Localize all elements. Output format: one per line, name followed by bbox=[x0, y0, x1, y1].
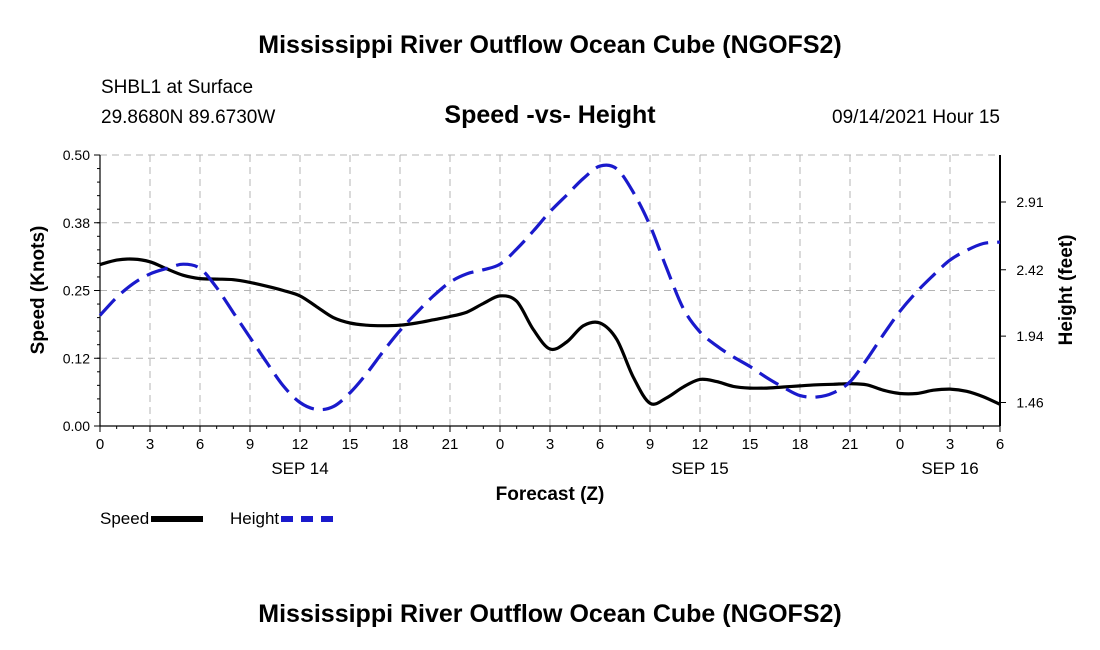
x-tick-label: 3 bbox=[146, 436, 154, 453]
x-tick-label: 15 bbox=[342, 436, 359, 453]
x-tick-label: 6 bbox=[196, 436, 204, 453]
x-tick-label: 0 bbox=[496, 436, 504, 453]
x-tick-label: 18 bbox=[792, 436, 809, 453]
x-tick-label: 21 bbox=[842, 436, 859, 453]
x-tick-label: 6 bbox=[596, 436, 604, 453]
legend-speed-swatch bbox=[151, 516, 204, 522]
forecast-datetime: 09/14/2021 Hour 15 bbox=[832, 107, 1000, 128]
axes bbox=[94, 154, 1006, 432]
y-axis-left-label: Speed (Knots) bbox=[28, 226, 49, 355]
x-tick-label: 3 bbox=[546, 436, 554, 453]
tick-labels: 0 3 6 9 12 15 18 21 0 3 6 9 12 15 18 21 0 3 6 SEP 14 SEP 15 S… bbox=[63, 147, 1044, 478]
y-right-tick-label: 1.46 bbox=[1016, 394, 1043, 410]
y-left-tick-label: 0.00 bbox=[63, 418, 90, 434]
x-tick-label: 21 bbox=[442, 436, 459, 453]
station-coordinates: 29.8680N 89.6730W bbox=[101, 107, 276, 128]
station-label: SHBL1 at Surface bbox=[101, 77, 254, 98]
x-tick-label: 12 bbox=[292, 436, 309, 453]
chart-title: Mississippi River Outflow Ocean Cube (NG… bbox=[258, 31, 842, 59]
day-label: SEP 16 bbox=[921, 459, 978, 478]
x-tick-label: 6 bbox=[996, 436, 1004, 453]
y-right-tick-label: 2.91 bbox=[1016, 194, 1043, 210]
x-axis-label: Forecast (Z) bbox=[496, 484, 605, 505]
x-tick-label: 3 bbox=[946, 436, 954, 453]
y-left-tick-label: 0.25 bbox=[63, 283, 90, 299]
legend-speed: Speed bbox=[100, 509, 204, 529]
y-left-tick-label: 0.12 bbox=[63, 350, 90, 366]
grid-lines bbox=[100, 154, 1000, 426]
height-series-line bbox=[98, 163, 1001, 412]
footer-title: Mississippi River Outflow Ocean Cube (NG… bbox=[258, 600, 842, 628]
y-right-tick-label: 1.94 bbox=[1016, 328, 1043, 344]
y-left-tick-label: 0.38 bbox=[63, 215, 90, 231]
x-tick-label: 9 bbox=[246, 436, 254, 453]
x-tick-label: 9 bbox=[646, 436, 654, 453]
legend-height-swatch bbox=[281, 516, 334, 522]
legend-height: Height bbox=[230, 509, 334, 529]
x-tick-label: 0 bbox=[896, 436, 904, 453]
y-left-tick-label: 0.50 bbox=[63, 147, 90, 163]
day-label: SEP 15 bbox=[671, 459, 728, 478]
legend-speed-label: Speed bbox=[100, 509, 150, 528]
chart-subtitle: Speed -vs- Height bbox=[444, 101, 656, 129]
series-lines bbox=[98, 163, 1001, 412]
legend-height-label: Height bbox=[230, 509, 280, 528]
day-label: SEP 14 bbox=[271, 459, 328, 478]
x-tick-label: 12 bbox=[692, 436, 709, 453]
x-tick-label: 0 bbox=[96, 436, 104, 453]
y-right-tick-label: 2.42 bbox=[1016, 262, 1043, 278]
x-tick-label: 18 bbox=[392, 436, 409, 453]
x-tick-label: 15 bbox=[742, 436, 759, 453]
y-axis-right-label: Height (feet) bbox=[1056, 235, 1077, 346]
